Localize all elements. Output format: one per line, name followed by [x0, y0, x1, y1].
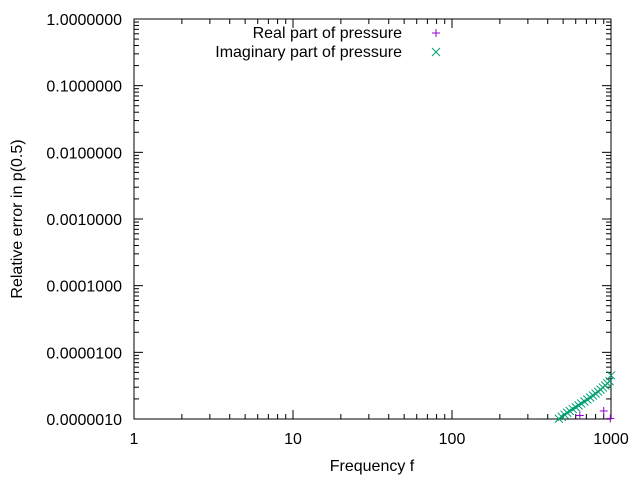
x-tick-label: 1000: [593, 431, 629, 448]
real-part-point: [575, 411, 584, 420]
imaginary-part-point-d2: [606, 371, 616, 380]
y-tick-label: 1.0000000: [46, 12, 122, 29]
imaginary-part-point: [605, 376, 614, 386]
y-tick-label: 0.0001000: [46, 279, 122, 296]
legend-label-imaginary: Imaginary part of pressure: [215, 44, 402, 61]
imaginary-part-point-d2: [605, 376, 614, 386]
legend-cross-marker-d2: [431, 47, 441, 57]
legend-marker-plus: [432, 29, 440, 37]
y-tick-label: 0.0000100: [46, 345, 122, 362]
legend-cross-marker: [431, 47, 441, 57]
real-part-point: [606, 414, 615, 423]
x-tick-label: 1: [130, 431, 139, 448]
legend: Real part of pressure Imaginary part of …: [215, 25, 441, 61]
imaginary-part-point: [588, 391, 598, 400]
y-tick-label: 0.1000000: [46, 79, 122, 96]
legend-plus-marker: [432, 29, 440, 37]
imaginary-part-point-d2: [588, 391, 598, 400]
y-axis-label: Relative error in p(0.5): [9, 139, 26, 298]
imaginary-part-point-d2: [560, 410, 569, 420]
plot-frame: [133, 18, 612, 420]
legend-label-real: Real part of pressure: [253, 25, 403, 42]
y-tick-label: 0.0010000: [46, 212, 122, 229]
imaginary-part-point: [562, 408, 572, 418]
imaginary-part-point: [606, 371, 616, 380]
imaginary-part-point-d2: [562, 408, 572, 418]
real-part-point: [599, 406, 608, 415]
x-axis-label: Frequency f: [330, 458, 415, 475]
y-tick-label: 0.0100000: [46, 145, 122, 162]
data-points: [554, 371, 616, 424]
imaginary-part-point: [585, 393, 595, 402]
x-tick-label: 10: [284, 431, 302, 448]
y-tick-label: 0.0000010: [46, 412, 122, 429]
x-tick-label: 100: [439, 431, 466, 448]
legend-marker-cross: [431, 47, 441, 57]
axis-ticks: 1 10 100 1000 0.0000010 0.0000100 0.0001000 0.0…: [46, 12, 629, 448]
imaginary-part-point: [560, 410, 569, 420]
